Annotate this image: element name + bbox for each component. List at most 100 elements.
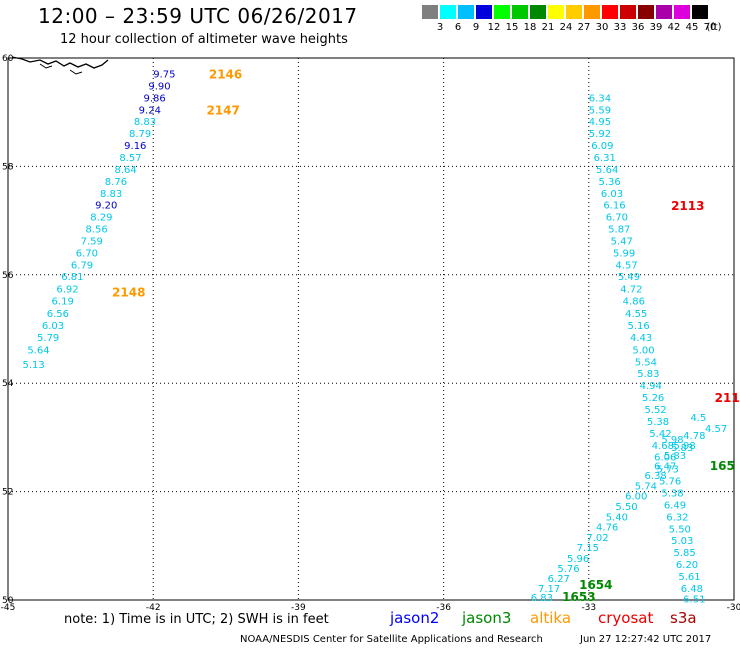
swh-point: 6.56 bbox=[47, 309, 69, 320]
axis-ticks: -45 -42 -39 -36 -33 -30 60 58 56 54 52 50 bbox=[1, 54, 740, 613]
lat-tick-label: 54 bbox=[2, 379, 14, 389]
swh-point: 5.38 bbox=[647, 417, 669, 428]
swh-point: 7.17 bbox=[538, 584, 560, 595]
lon-tick-label: -30 bbox=[727, 603, 740, 613]
swh-point: 5.03 bbox=[671, 536, 693, 547]
swh-point: 6.92 bbox=[56, 285, 78, 296]
swh-point: 8.83 bbox=[100, 189, 122, 200]
legend-label: 27 bbox=[577, 22, 591, 33]
swh-point: 9.16 bbox=[124, 141, 146, 152]
swh-point: 4.86 bbox=[623, 297, 645, 308]
swh-point: 5.99 bbox=[613, 248, 635, 259]
altimeter-tracks: 5.135.645.796.036.566.196.926.816.796.70… bbox=[23, 70, 728, 606]
swh-point: 8.56 bbox=[85, 225, 107, 236]
color-legend: 3 6 9 12 15 18 21 24 27 30 33 36 39 42 45 70 (ft) bbox=[422, 5, 740, 35]
legend-swatch bbox=[422, 5, 438, 19]
swh-point: 9.75 bbox=[153, 70, 175, 81]
swh-point: 6.32 bbox=[666, 512, 688, 523]
swh-point: 5.87 bbox=[608, 225, 630, 236]
credit-line: NOAA/NESDIS Center for Satellite Applica… bbox=[240, 634, 543, 645]
legend-label: 42 bbox=[667, 22, 681, 33]
swh-point: 5.47 bbox=[611, 236, 633, 247]
swh-point: 5.38 bbox=[661, 488, 683, 499]
swh-point: 4.57 bbox=[615, 260, 637, 271]
swh-point: 6.00 bbox=[625, 492, 647, 503]
legend-swatch bbox=[674, 5, 690, 19]
lon-tick-label: -39 bbox=[291, 603, 306, 613]
swh-point: 5.98 bbox=[661, 435, 683, 446]
legend-swatch bbox=[512, 5, 528, 19]
swh-point: 7.02 bbox=[586, 533, 608, 544]
lat-tick-label: 56 bbox=[2, 271, 14, 281]
swh-point: 4.72 bbox=[620, 285, 642, 296]
swh-point: 6.47 bbox=[654, 461, 676, 472]
legend-swatch bbox=[476, 5, 492, 19]
swh-point: 6.16 bbox=[603, 201, 625, 212]
legend-swatch bbox=[692, 5, 708, 19]
swh-point: 5.76 bbox=[659, 477, 681, 488]
swh-point: 6.20 bbox=[676, 560, 698, 571]
swh-point: 5.49 bbox=[618, 272, 640, 283]
legend-swatch bbox=[602, 5, 618, 19]
legend-label: 3 bbox=[436, 22, 444, 33]
satellite-jason3: jason3 bbox=[462, 609, 512, 627]
swh-point: 5.42 bbox=[649, 429, 671, 440]
lat-tick-label: 58 bbox=[2, 162, 14, 172]
legend-label: 33 bbox=[613, 22, 627, 33]
lat-tick-label: 52 bbox=[2, 488, 13, 498]
legend-label: 70 bbox=[703, 22, 717, 33]
swh-point: 9.86 bbox=[144, 93, 166, 104]
swh-point: 9.90 bbox=[148, 81, 170, 92]
swh-point: 5.83 bbox=[671, 443, 693, 454]
lon-tick-label: -42 bbox=[146, 603, 161, 613]
swh-point: 6.31 bbox=[594, 153, 616, 164]
legend-swatch bbox=[458, 5, 474, 19]
swh-point: 4.94 bbox=[640, 381, 662, 392]
legend-label: 15 bbox=[505, 22, 519, 33]
legend-swatch bbox=[620, 5, 636, 19]
swh-point: 4.68 bbox=[652, 441, 674, 452]
swh-point: 6.48 bbox=[681, 584, 703, 595]
swh-point: 9.24 bbox=[139, 105, 161, 116]
swh-point: 6.51 bbox=[683, 595, 705, 606]
swh-point: 5.00 bbox=[632, 345, 654, 356]
legend-label: 6 bbox=[454, 22, 462, 33]
lat-tick-label: 60 bbox=[2, 54, 14, 64]
satellite-jason2: jason2 bbox=[390, 609, 440, 627]
swh-point: 6.03 bbox=[42, 321, 64, 332]
swh-point: 7.59 bbox=[81, 236, 103, 247]
swh-point: 6.38 bbox=[644, 471, 666, 482]
page-title: 12:00 – 23:59 UTC 06/26/2017 bbox=[38, 4, 358, 28]
swh-point: 5.50 bbox=[615, 502, 637, 513]
swh-point: 5.26 bbox=[642, 393, 664, 404]
swh-point: 8.64 bbox=[114, 165, 136, 176]
swh-point: 5.74 bbox=[635, 481, 657, 492]
page-subtitle: 12 hour collection of altimeter wave hei… bbox=[60, 32, 348, 47]
swh-point: 4.95 bbox=[589, 117, 611, 128]
swh-point: 5.92 bbox=[589, 129, 611, 140]
swh-point: 8.29 bbox=[90, 213, 112, 224]
legend-label: 21 bbox=[541, 22, 555, 33]
pass-number: 2146 bbox=[209, 68, 242, 82]
swh-point: 6.70 bbox=[606, 213, 628, 224]
swh-point: 7.15 bbox=[577, 543, 599, 554]
swh-point: 6.03 bbox=[601, 189, 623, 200]
legend-swatch bbox=[584, 5, 600, 19]
swh-point: 4.78 bbox=[683, 431, 705, 442]
legend-label: 39 bbox=[649, 22, 663, 33]
legend-unit: (ft) bbox=[706, 22, 722, 33]
footer-note: note: 1) Time is in UTC; 2) SWH is in fe… bbox=[64, 612, 329, 627]
swh-point: 5.13 bbox=[23, 360, 45, 371]
timestamp: Jun 27 12:27:42 UTC 2017 bbox=[580, 634, 712, 645]
pass-number: 2147 bbox=[206, 103, 239, 117]
lon-tick-label: -33 bbox=[581, 603, 596, 613]
swh-point: 6.09 bbox=[591, 141, 613, 152]
swh-point: 6.70 bbox=[76, 248, 98, 259]
swh-point: 5.85 bbox=[674, 548, 696, 559]
map-frame bbox=[7, 57, 735, 601]
swh-point: 4.55 bbox=[625, 309, 647, 320]
legend-swatch bbox=[494, 5, 510, 19]
swh-point: 5.61 bbox=[678, 572, 700, 583]
